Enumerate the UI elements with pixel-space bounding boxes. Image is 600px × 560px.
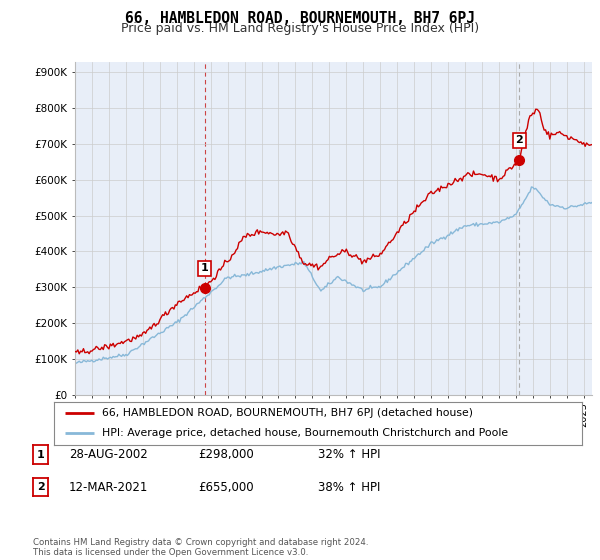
Text: 28-AUG-2002: 28-AUG-2002 bbox=[69, 448, 148, 461]
Text: £655,000: £655,000 bbox=[198, 480, 254, 494]
Text: 2: 2 bbox=[37, 482, 44, 492]
Text: 66, HAMBLEDON ROAD, BOURNEMOUTH, BH7 6PJ: 66, HAMBLEDON ROAD, BOURNEMOUTH, BH7 6PJ bbox=[125, 11, 475, 26]
Text: 1: 1 bbox=[37, 450, 44, 460]
Text: 32% ↑ HPI: 32% ↑ HPI bbox=[318, 448, 380, 461]
Text: 38% ↑ HPI: 38% ↑ HPI bbox=[318, 480, 380, 494]
Text: 66, HAMBLEDON ROAD, BOURNEMOUTH, BH7 6PJ (detached house): 66, HAMBLEDON ROAD, BOURNEMOUTH, BH7 6PJ… bbox=[101, 408, 473, 418]
Text: 2: 2 bbox=[515, 136, 523, 146]
Text: £298,000: £298,000 bbox=[198, 448, 254, 461]
Text: 1: 1 bbox=[201, 263, 209, 273]
Text: Price paid vs. HM Land Registry's House Price Index (HPI): Price paid vs. HM Land Registry's House … bbox=[121, 22, 479, 35]
Text: HPI: Average price, detached house, Bournemouth Christchurch and Poole: HPI: Average price, detached house, Bour… bbox=[101, 428, 508, 438]
Text: 12-MAR-2021: 12-MAR-2021 bbox=[69, 480, 148, 494]
Text: Contains HM Land Registry data © Crown copyright and database right 2024.
This d: Contains HM Land Registry data © Crown c… bbox=[33, 538, 368, 557]
